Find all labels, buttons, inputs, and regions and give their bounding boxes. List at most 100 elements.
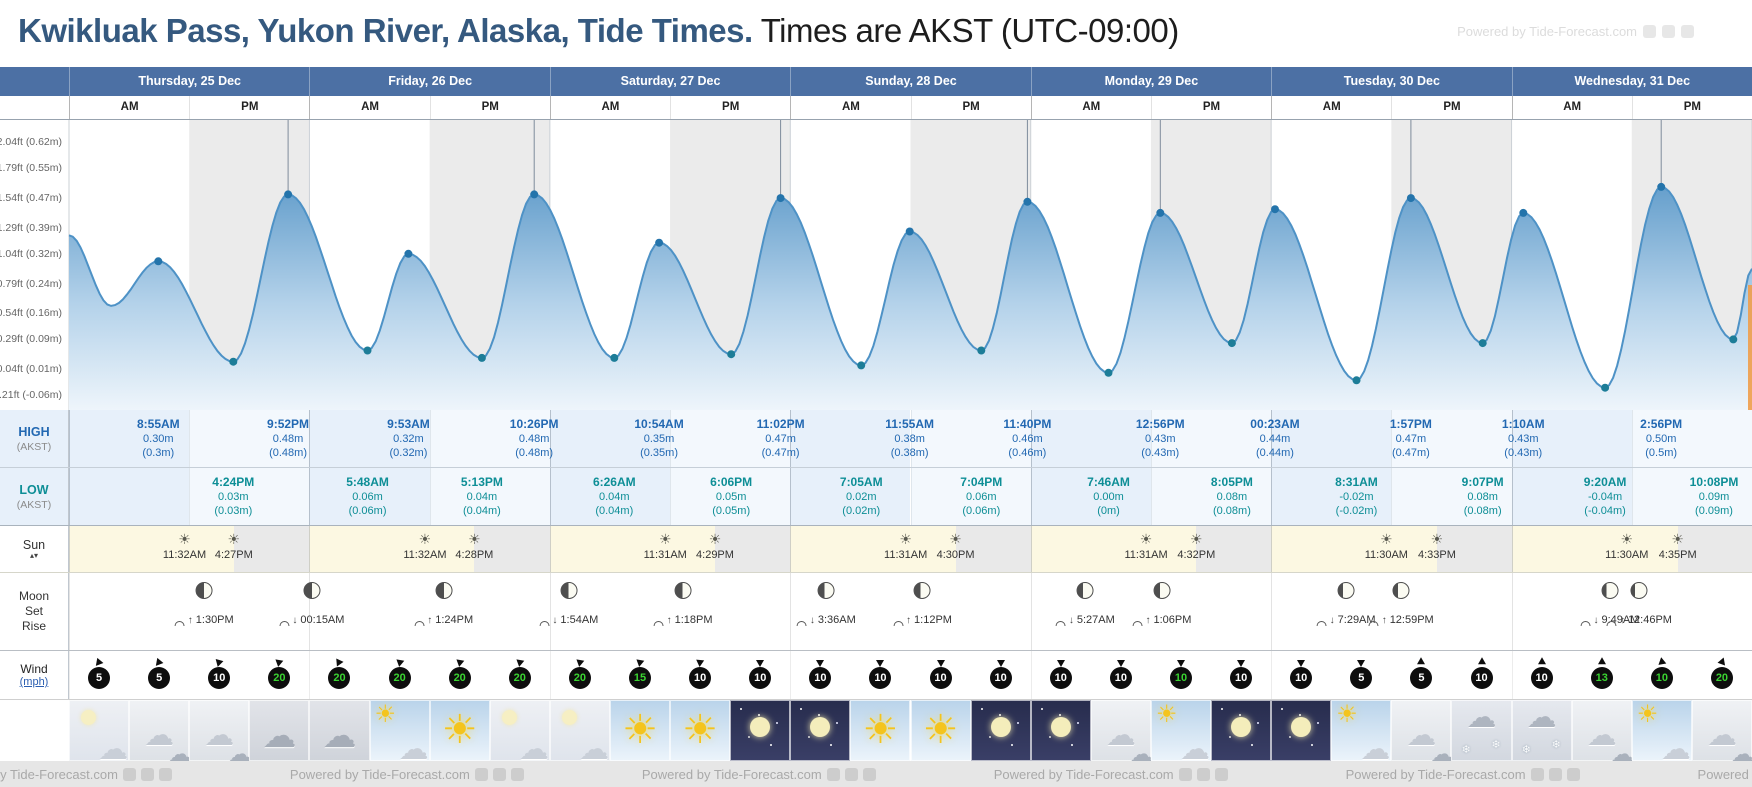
weather-tile-overcast: ☁ ☁ <box>1090 700 1151 761</box>
wind-unit-link[interactable]: (mph) <box>19 676 49 688</box>
moon-label: Moon <box>18 589 50 603</box>
sunrise-time: 11:31AM <box>1124 549 1168 561</box>
night-shade <box>233 526 310 572</box>
half-day-cell <box>1150 410 1272 467</box>
high-tide-dot <box>1023 197 1032 206</box>
wind-row-label: Wind (mph) <box>0 651 69 699</box>
wind-speed: 10 <box>934 672 947 684</box>
powered-by-footer: Powered by Tide-Forecast.com <box>1698 767 1752 782</box>
day-boundary-line <box>1511 526 1513 572</box>
wind-speed: 20 <box>273 672 286 684</box>
sunset-time: 4:33PM <box>1417 549 1456 561</box>
tide-height-paren: (0.35m) <box>640 447 678 459</box>
moonset-arrow-icon: ↓ <box>292 615 298 626</box>
snowflake-icon: ❄ <box>1491 739 1501 751</box>
tide-time: 6:06PM <box>710 475 753 489</box>
moon-set-label: Set <box>24 604 43 618</box>
low-tide-entry: 9:20AM -0.04m (-0.04m) <box>1584 475 1627 519</box>
sunset-icon: ☀ <box>949 531 962 547</box>
moon-icon <box>1050 717 1071 738</box>
pm-label: PM <box>189 96 309 119</box>
moon-icon <box>501 710 517 725</box>
moonset-icon <box>796 621 807 626</box>
wind-speed: 10 <box>754 672 767 684</box>
tide-height: 0.06m <box>965 490 997 503</box>
night-shade <box>1196 526 1272 572</box>
sunset-icon: ☀ <box>468 531 481 547</box>
day-boundary-line <box>1030 651 1032 699</box>
tide-height: 0.46m <box>1012 432 1043 445</box>
half-day-cell <box>69 468 190 525</box>
cloud-icon: ☁ <box>1429 741 1452 762</box>
social-icon <box>1178 767 1192 781</box>
high-tide-dot <box>154 257 163 266</box>
high-tide-entry: 11:55AM 0.38m (0.38m) <box>885 417 934 461</box>
sun-icon: ☀ <box>374 701 397 728</box>
sunset-time: 4:29PM <box>696 549 734 561</box>
day-header-cell: Tuesday, 30 Dec <box>1271 67 1511 96</box>
wind-badge: 15 <box>629 659 652 689</box>
powered-by-footer: Powered by Tide-Forecast.com <box>1346 767 1580 782</box>
moonrise-entry: ↑ 1:30PM <box>174 582 234 626</box>
day-boundary-line <box>309 526 311 572</box>
high-tide-entry: 2:56PM 0.50m (0.5m) <box>1640 417 1682 461</box>
sun-icon: ☀ <box>1636 701 1659 728</box>
cloud-icon: ☁ <box>1180 733 1211 762</box>
moonset-entry: ↓ 9:49AM <box>1580 582 1639 626</box>
wind-direction-arrow <box>394 659 404 668</box>
snowflake-icon: ❄ <box>1461 744 1471 756</box>
low-tide-dot <box>857 361 866 370</box>
day-header-cell: Friday, 26 Dec <box>309 67 549 96</box>
wind-speed: 10 <box>814 672 827 684</box>
wind-badge: 20 <box>448 659 471 689</box>
low-tide-entry: 5:13PM 0.04m (0.04m) <box>461 475 503 519</box>
powered-by-footer: Powered by Tide-Forecast.com <box>290 767 524 782</box>
tide-time: 00:23AM <box>1250 417 1300 431</box>
moon-rise-time: 12:59PM <box>1389 614 1434 626</box>
moonrise-entry: ↑ 1:06PM <box>1132 582 1191 626</box>
wind-badge: 10 <box>809 660 832 689</box>
tide-height: 0.35m <box>643 432 675 445</box>
am-label: AM <box>790 96 910 119</box>
tide-area <box>69 186 1752 410</box>
social-icon <box>492 767 506 781</box>
weather-tile-overcast: ☁ ☁ <box>1691 700 1752 761</box>
tide-height-paren: (0.03m) <box>214 505 253 517</box>
half-day-cell <box>1391 468 1512 525</box>
low-tide-entry: 9:07PM 0.08m (0.08m) <box>1462 475 1504 519</box>
cloud-icon: ☁ <box>578 733 609 762</box>
sunrise-icon: ☀ <box>178 531 191 547</box>
high-tide-dot <box>905 227 914 236</box>
wind-speed: 20 <box>393 672 406 684</box>
moonrise-arrow-icon: ↑ <box>1381 615 1387 626</box>
wind-speed: 10 <box>1054 672 1067 684</box>
tide-height-paren: (-0.02m) <box>1335 505 1378 517</box>
high-akst-label: (AKST) <box>16 440 52 453</box>
night-shade <box>714 526 791 572</box>
wind-speed: 10 <box>1234 672 1248 684</box>
powered-by-text: Powered by Tide-Forecast.com <box>1697 766 1752 782</box>
low-tide-dot <box>610 353 619 362</box>
tide-height-paren: (0.43m) <box>1141 447 1180 459</box>
moon-rise-time: 1:06PM <box>1153 614 1192 626</box>
stars-icon <box>800 708 803 710</box>
moon-phase-icon <box>1630 582 1648 599</box>
tide-time: 9:53AM <box>387 417 430 431</box>
high-tide-entry: 11:02PM 0.47m (0.47m) <box>757 417 805 461</box>
sunrise-entry: ☀ 11:32AM <box>403 531 446 561</box>
day-boundary-line <box>790 651 792 699</box>
wind-badge: 10 <box>1530 657 1553 689</box>
weather-tile-sunny: ☀ <box>670 700 731 761</box>
half-day-cell <box>670 468 791 525</box>
moon-rise-time: 1:24PM <box>435 614 474 626</box>
wind-badge: 20 <box>268 659 291 689</box>
pm-label: PM <box>429 96 550 119</box>
moon-set-time: 00:15AM <box>300 614 345 626</box>
wind-direction-arrow <box>1237 660 1246 667</box>
moon-icon <box>561 710 577 725</box>
wind-direction-arrow <box>1657 656 1667 665</box>
weather-tile-moon-cloud: ☁ <box>69 700 130 761</box>
tide-height: 0.08m <box>1467 490 1498 503</box>
half-day-cell <box>1511 410 1632 467</box>
weather-tile-snow: ☁ ❄ ❄ <box>1511 700 1572 761</box>
